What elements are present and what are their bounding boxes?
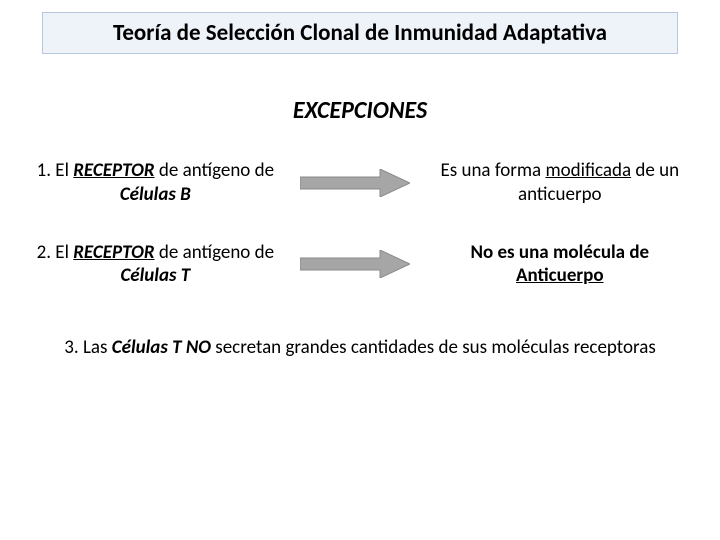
- row1-cells: Células B: [120, 183, 191, 206]
- row2-right-prefix: No es una molécula de: [470, 241, 649, 264]
- row2-left-mid: de antígeno de: [155, 241, 275, 264]
- row2-anticuerpo: Anticuerpo: [516, 264, 604, 287]
- footer-suffix: secretan grandes cantidades de sus moléc…: [211, 336, 656, 359]
- row2-arrow-col: [297, 250, 414, 278]
- arrow-right-icon: [300, 169, 410, 197]
- slide: Teoría de Selección Clonal de Inmunidad …: [0, 0, 720, 540]
- row1-receptor: RECEPTOR: [73, 159, 154, 182]
- arrow-right-icon: [300, 250, 410, 278]
- row1-modificada: modificada: [545, 159, 631, 182]
- footer-cells: Células T NO: [112, 336, 211, 359]
- row2-cells: Células T: [120, 264, 190, 287]
- footer-prefix: 3. Las: [64, 336, 112, 359]
- row2-right: No es una molécula de Anticuerpo: [414, 241, 706, 289]
- title-text: Teoría de Selección Clonal de Inmunidad …: [113, 19, 607, 47]
- row1-left-prefix: 1. El: [37, 159, 74, 182]
- row2-left: 2. El RECEPTOR de antígeno de Células T: [14, 241, 297, 289]
- row-2: 2. El RECEPTOR de antígeno de Células T …: [14, 241, 706, 289]
- row1-left-mid: de antígeno de: [155, 159, 275, 182]
- row1-right-prefix: Es una forma: [440, 159, 545, 182]
- subtitle: EXCEPCIONES: [14, 96, 706, 125]
- footer: 3. Las Células T NO secretan grandes can…: [14, 336, 706, 361]
- row2-left-prefix: 2. El: [37, 241, 74, 264]
- title-box: Teoría de Selección Clonal de Inmunidad …: [42, 12, 678, 54]
- row1-arrow-col: [297, 169, 414, 197]
- row1-right: Es una forma modificada de un anticuerpo: [414, 159, 706, 207]
- row2-receptor: RECEPTOR: [73, 241, 154, 264]
- row1-left: 1. El RECEPTOR de antígeno de Células B: [14, 159, 297, 207]
- row-1: 1. El RECEPTOR de antígeno de Células B …: [14, 159, 706, 207]
